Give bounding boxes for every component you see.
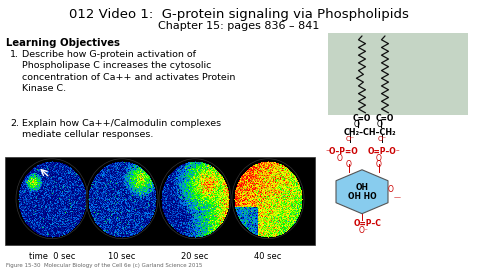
Text: 2.: 2. xyxy=(10,119,19,128)
Text: 1.: 1. xyxy=(10,50,19,59)
Text: O: O xyxy=(388,185,394,194)
Text: O⁻: O⁻ xyxy=(346,136,355,142)
Text: O: O xyxy=(376,160,382,169)
Text: OH: OH xyxy=(356,183,369,192)
Text: —: — xyxy=(394,195,401,201)
Text: OH HO: OH HO xyxy=(348,192,376,201)
Text: O: O xyxy=(354,120,360,129)
Polygon shape xyxy=(336,170,388,214)
Text: Learning Objectives: Learning Objectives xyxy=(6,38,120,48)
Text: Describe how G-protein activation of
Phospholipase C increases the cytosolic
con: Describe how G-protein activation of Pho… xyxy=(22,50,235,93)
Text: Chapter 15: pages 836 – 841: Chapter 15: pages 836 – 841 xyxy=(158,21,320,31)
Text: O=P–O⁻: O=P–O⁻ xyxy=(368,147,401,156)
Text: CH₂–CH–CH₂: CH₂–CH–CH₂ xyxy=(344,128,397,137)
Text: C=O: C=O xyxy=(376,114,394,123)
FancyBboxPatch shape xyxy=(5,157,315,245)
Text: O: O xyxy=(377,120,383,129)
FancyBboxPatch shape xyxy=(328,33,468,115)
Text: O: O xyxy=(376,154,382,163)
Text: Figure 15-30  Molecular Biology of the Cell 6e (c) Garland Science 2015: Figure 15-30 Molecular Biology of the Ce… xyxy=(6,263,202,268)
Text: O: O xyxy=(346,160,352,169)
Text: time  0 sec: time 0 sec xyxy=(29,252,75,261)
Text: Explain how Ca++/Calmodulin complexes
mediate cellular responses.: Explain how Ca++/Calmodulin complexes me… xyxy=(22,119,221,139)
Text: ⁻O–P=O: ⁻O–P=O xyxy=(325,147,358,156)
Text: 40 sec: 40 sec xyxy=(254,252,282,261)
Text: 20 sec: 20 sec xyxy=(181,252,209,261)
Text: C=O: C=O xyxy=(353,114,371,123)
Text: O⁻: O⁻ xyxy=(378,136,387,142)
Text: 10 sec: 10 sec xyxy=(109,252,136,261)
Text: O: O xyxy=(337,154,343,163)
Text: O⁻: O⁻ xyxy=(359,226,369,235)
Text: 012 Video 1:  G-protein signaling via Phospholipids: 012 Video 1: G-protein signaling via Pho… xyxy=(69,8,409,21)
Text: O=P–C: O=P–C xyxy=(354,219,382,228)
